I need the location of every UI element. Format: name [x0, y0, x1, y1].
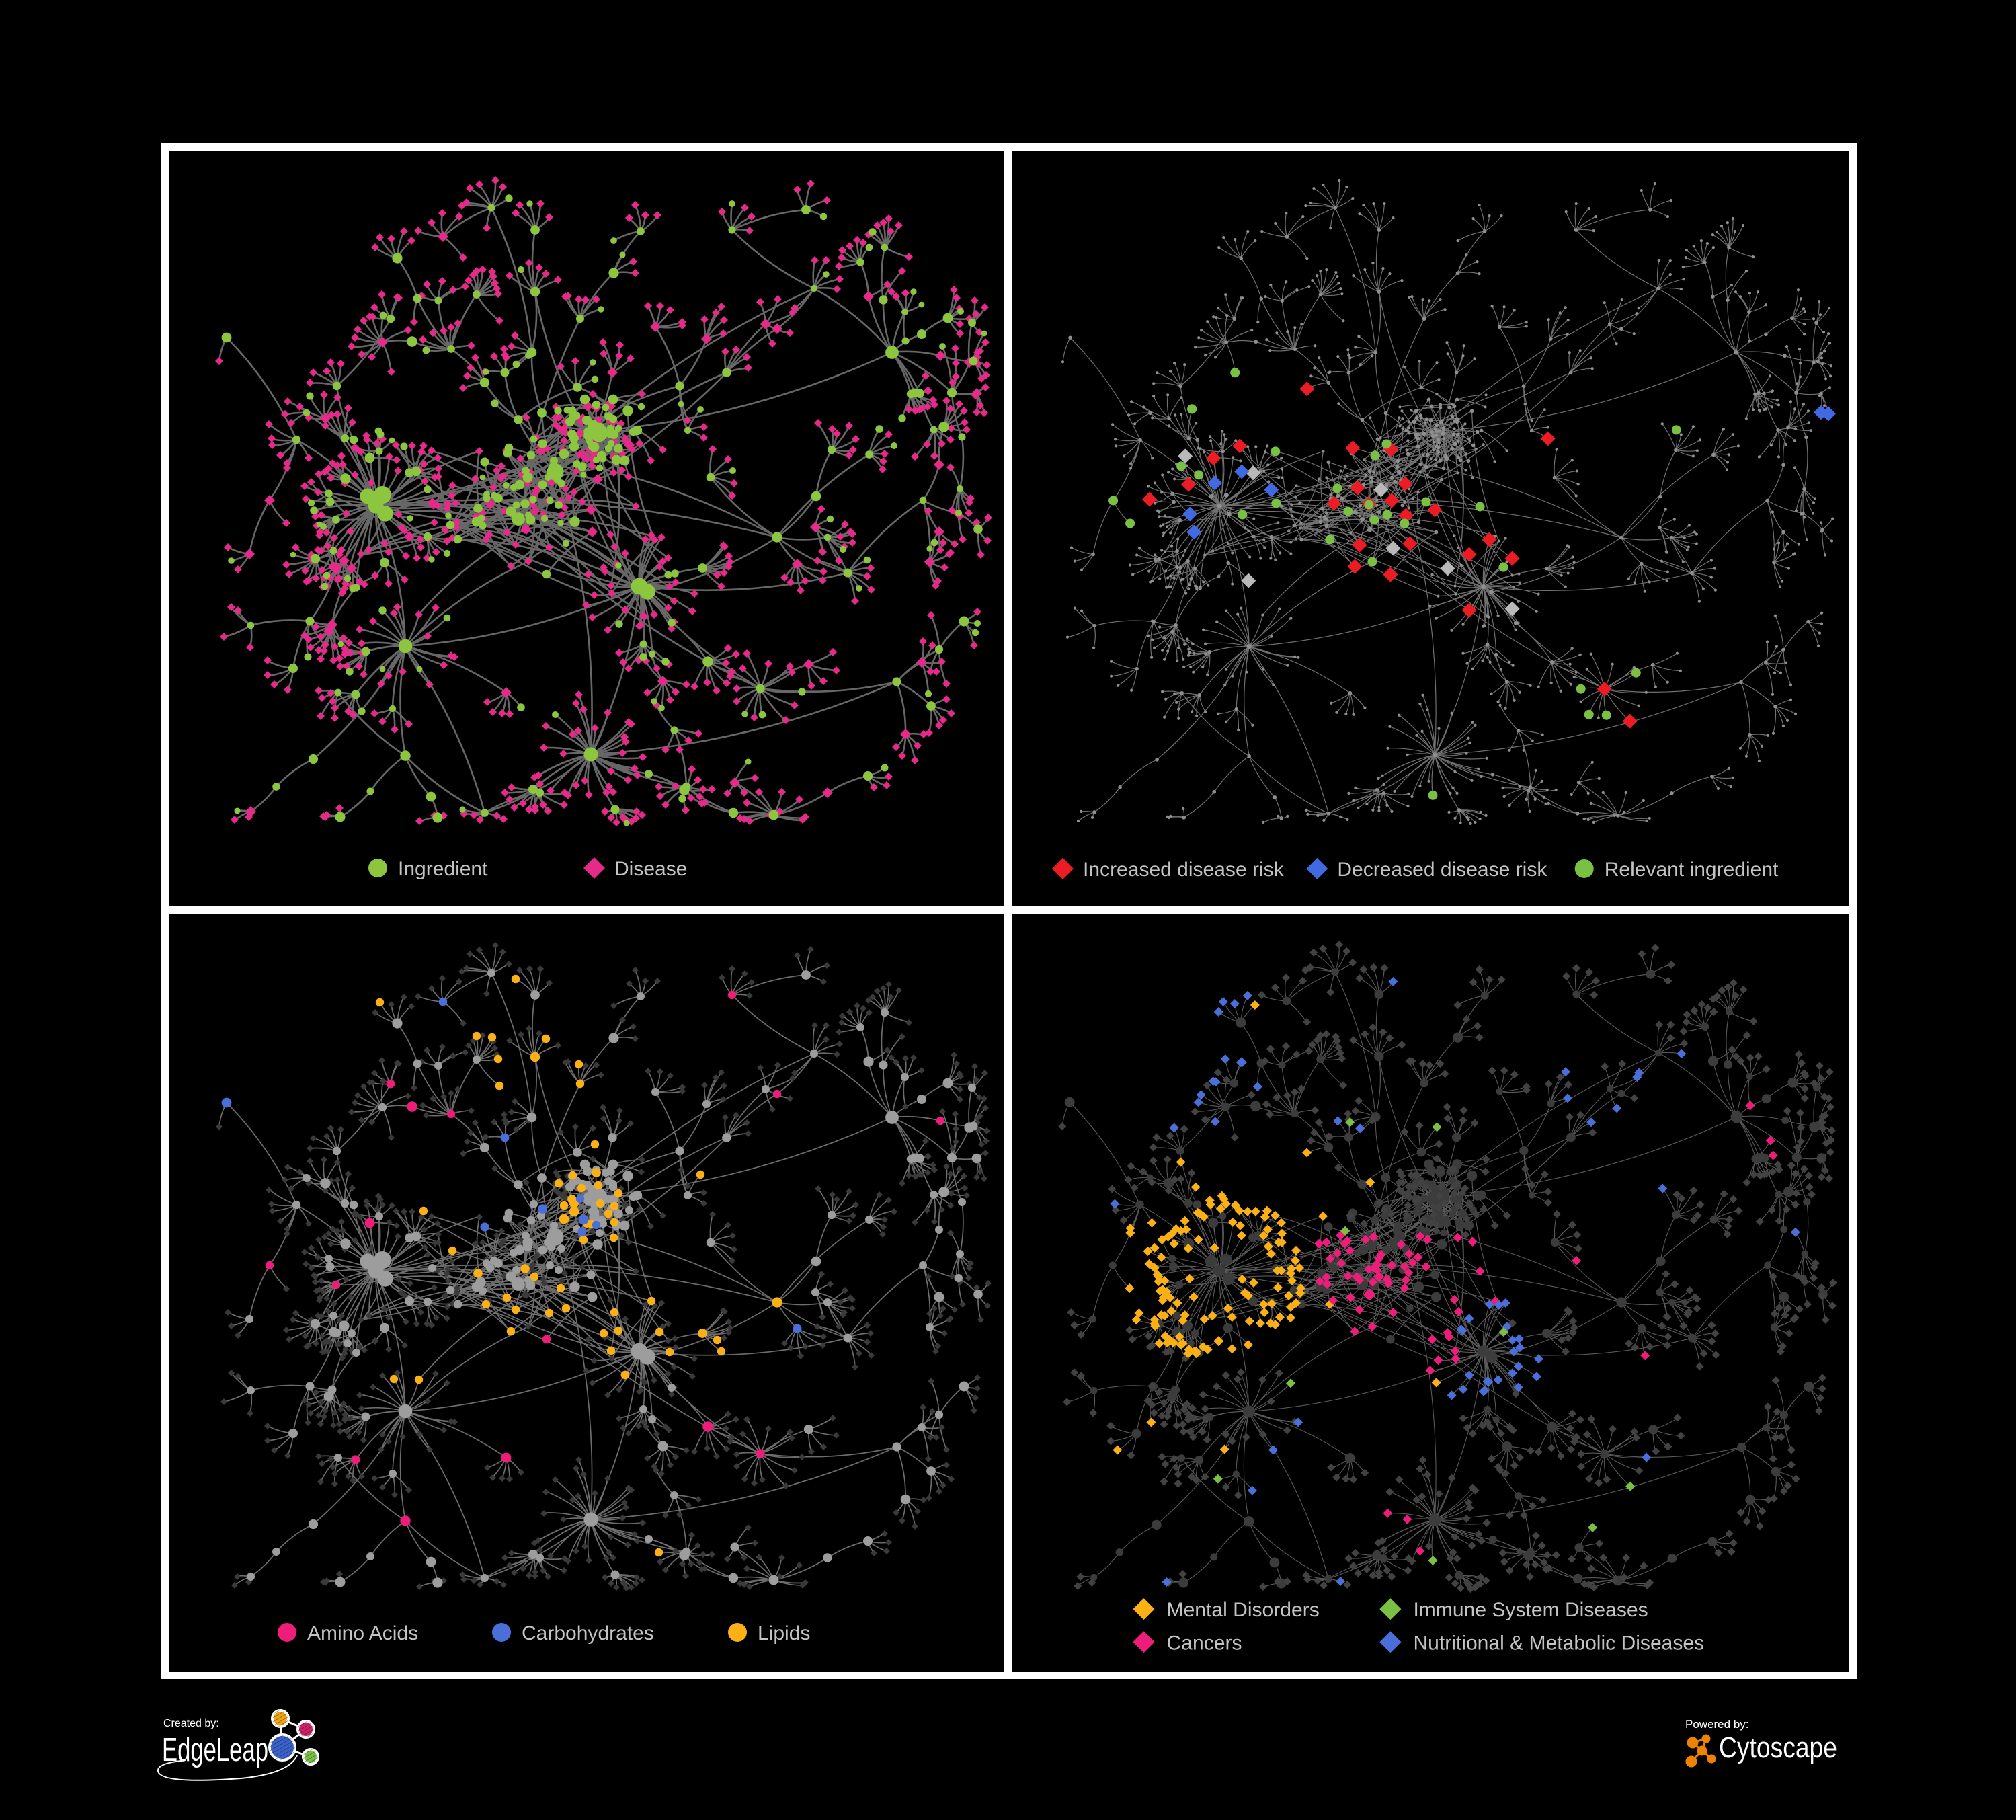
svg-text:Immune System Diseases: Immune System Diseases	[1413, 1599, 1648, 1621]
svg-text:Amino Acids: Amino Acids	[307, 1622, 418, 1645]
svg-text:Lipids: Lipids	[758, 1622, 810, 1645]
svg-text:Powered by:: Powered by:	[1685, 1718, 1749, 1731]
svg-text:Carbohydrates: Carbohydrates	[522, 1622, 654, 1645]
svg-text:Cytoscape: Cytoscape	[1719, 1731, 1837, 1764]
svg-text:Nutritional & Metabolic Diseas: Nutritional & Metabolic Diseases	[1413, 1632, 1704, 1654]
svg-text:Ingredient: Ingredient	[398, 858, 488, 880]
svg-text:Relevant ingredient: Relevant ingredient	[1605, 859, 1779, 881]
svg-text:Mental Disorders: Mental Disorders	[1167, 1599, 1320, 1621]
svg-text:Increased disease risk: Increased disease risk	[1083, 859, 1285, 881]
svg-text:Cancers: Cancers	[1167, 1632, 1242, 1654]
svg-text:EdgeLeap: EdgeLeap	[162, 1732, 268, 1768]
svg-text:Created by:: Created by:	[163, 1718, 219, 1729]
svg-text:Decreased disease risk: Decreased disease risk	[1337, 859, 1547, 881]
svg-text:Disease: Disease	[614, 858, 687, 880]
